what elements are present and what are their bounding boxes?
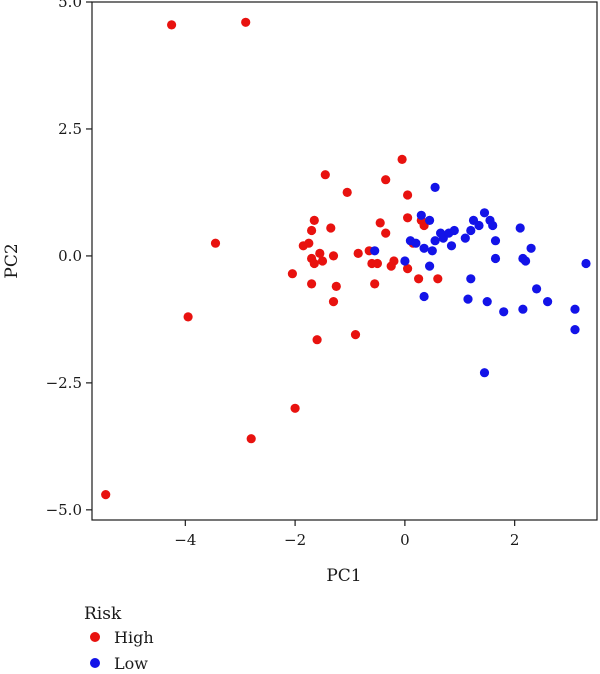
data-point-low xyxy=(499,307,509,317)
data-point-high xyxy=(287,269,297,279)
data-point-low xyxy=(526,243,536,253)
data-point-low xyxy=(532,284,542,294)
legend-title: Risk xyxy=(84,604,122,624)
legend: Risk High Low xyxy=(84,604,154,673)
data-point-low xyxy=(446,241,457,251)
data-point-low xyxy=(370,246,380,256)
data-point-high xyxy=(414,274,424,284)
data-point-high xyxy=(101,490,111,500)
data-point-high xyxy=(326,223,336,233)
data-point-low xyxy=(490,253,501,264)
data-point-high xyxy=(403,190,413,200)
data-point-high xyxy=(309,258,319,269)
data-point-high xyxy=(312,335,322,345)
data-point-low xyxy=(425,215,435,225)
legend-key-high xyxy=(90,632,100,642)
data-point-high xyxy=(372,258,382,269)
data-point-high xyxy=(350,330,361,340)
data-point-high xyxy=(167,20,177,30)
data-point-low xyxy=(427,246,437,256)
data-point-low xyxy=(463,294,473,304)
data-point-low xyxy=(466,225,476,236)
data-point-low xyxy=(570,325,580,335)
data-point-high xyxy=(342,187,352,197)
data-point-high xyxy=(331,281,341,291)
data-point-low xyxy=(543,297,553,307)
legend-label-high: High xyxy=(114,628,154,647)
data-point-low xyxy=(474,220,484,231)
data-point-high xyxy=(381,175,391,185)
data-point-high xyxy=(433,274,443,284)
legend-key-low xyxy=(90,658,100,668)
y-tick-label: −5.0 xyxy=(46,501,82,519)
x-tick-label: −4 xyxy=(174,531,196,549)
data-point-high xyxy=(307,279,317,289)
data-point-low xyxy=(419,291,429,302)
legend-items: High Low xyxy=(90,628,154,673)
plot-panel xyxy=(91,1,598,521)
data-point-low xyxy=(488,220,498,231)
y-tick-label: 2.5 xyxy=(58,120,82,138)
data-point-low xyxy=(449,225,459,236)
y-axis-title: PC2 xyxy=(2,243,22,278)
data-point-high xyxy=(315,248,325,258)
data-point-high xyxy=(241,17,251,27)
data-point-high xyxy=(397,154,407,164)
y-tick-label: 0.0 xyxy=(58,247,82,265)
data-point-low xyxy=(515,223,525,233)
data-point-high xyxy=(304,238,314,248)
y-tick-label: 5.0 xyxy=(58,0,82,11)
data-point-high xyxy=(290,403,300,413)
data-point-high xyxy=(375,218,385,228)
data-point-high xyxy=(381,228,391,238)
x-tick-label: −2 xyxy=(284,531,306,549)
data-point-low xyxy=(416,210,426,220)
data-point-high xyxy=(328,251,339,261)
data-point-high xyxy=(183,312,193,322)
data-point-low xyxy=(430,236,440,246)
data-point-high xyxy=(210,238,221,248)
y-tick-label: −2.5 xyxy=(46,374,82,392)
data-point-high xyxy=(353,248,363,258)
data-point-high xyxy=(320,170,330,180)
data-point-low xyxy=(400,256,410,266)
data-point-high xyxy=(370,279,380,289)
data-point-high xyxy=(246,434,256,444)
data-point-low xyxy=(479,368,490,378)
data-point-high xyxy=(328,297,339,307)
data-point-high xyxy=(403,213,413,223)
data-points xyxy=(101,17,591,500)
data-point-low xyxy=(479,208,490,218)
data-point-low xyxy=(521,256,531,266)
data-point-low xyxy=(490,236,501,246)
data-point-low xyxy=(466,274,476,284)
data-point-low xyxy=(482,297,492,307)
data-point-low xyxy=(518,304,528,314)
data-point-high xyxy=(307,225,317,236)
data-point-high xyxy=(403,264,413,274)
x-tick-label: 0 xyxy=(400,531,410,549)
data-point-high xyxy=(309,215,319,225)
data-point-high xyxy=(389,256,399,266)
y-axis: 5.0 2.5 0.0 −2.5 −5.0 xyxy=(46,0,92,519)
data-point-low xyxy=(581,258,591,269)
data-point-low xyxy=(460,233,470,243)
x-axis-title: PC1 xyxy=(326,566,361,586)
legend-label-low: Low xyxy=(114,654,148,673)
x-axis: −4 −2 0 2 xyxy=(174,520,519,549)
data-point-low xyxy=(570,304,580,314)
data-point-high xyxy=(317,256,328,266)
data-point-low xyxy=(419,243,429,253)
data-point-low xyxy=(425,261,435,271)
data-point-low xyxy=(411,238,421,248)
x-tick-label: 2 xyxy=(510,531,520,549)
data-point-low xyxy=(430,182,440,192)
